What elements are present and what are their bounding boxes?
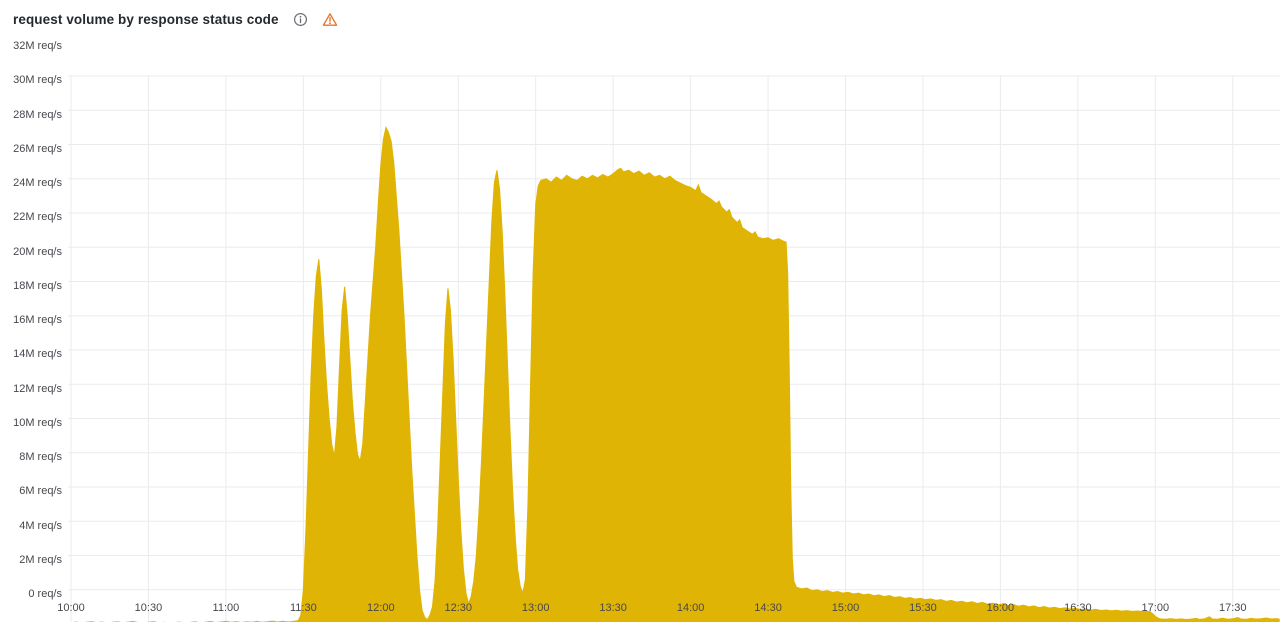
- y-axis-label: 18M req/s: [13, 279, 62, 292]
- panel-header: request volume by response status code: [13, 8, 337, 30]
- x-axis-label: 11:00: [212, 602, 240, 614]
- y-axis-label: 30M req/s: [13, 74, 62, 87]
- x-axis-label: 13:00: [521, 602, 550, 614]
- y-axis-label: 6M req/s: [19, 485, 62, 498]
- x-axis-label: 11:30: [289, 602, 317, 614]
- x-axis-label: 15:30: [909, 602, 937, 614]
- y-axis-label: 0 req/s: [28, 588, 62, 600]
- x-axis-label: 16:30: [1064, 602, 1092, 614]
- x-axis-label: 17:30: [1218, 602, 1247, 614]
- y-axis-label: 26M req/s: [13, 142, 62, 155]
- y-axis-label: 28M req/s: [13, 108, 62, 121]
- y-axis-label: 12M req/s: [13, 382, 62, 395]
- area-series: [72, 125, 1280, 622]
- y-axis-labels: 0 req/s 2M req/s 4M req/s 6M req/s 8M req/s 1…: [0, 0, 64, 622]
- y-axis-label: 16M req/s: [13, 314, 62, 326]
- x-axis-label: 16:00: [986, 602, 1015, 614]
- x-axis-label: 12:00: [367, 602, 395, 614]
- x-axis-label: 14:30: [754, 602, 782, 614]
- y-axis-label: 2M req/s: [19, 553, 62, 566]
- x-axis-label: 10:00: [57, 602, 85, 614]
- chart-area[interactable]: [0, 30, 1280, 622]
- x-axis-label: 10:30: [134, 602, 163, 614]
- x-axis-label: 15:00: [831, 602, 860, 614]
- x-axis-label: 13:30: [599, 602, 627, 614]
- y-axis-label: 8M req/s: [19, 451, 62, 463]
- y-axis-label: 20M req/s: [13, 245, 62, 258]
- x-axis-label: 14:00: [676, 602, 705, 614]
- y-axis-label: 22M req/s: [13, 211, 62, 224]
- x-axis-label: 17:00: [1141, 602, 1170, 614]
- warning-icon[interactable]: [322, 12, 337, 27]
- x-axis-label: 12:30: [444, 602, 473, 614]
- y-axis-label: 32M req/s: [13, 40, 62, 52]
- info-icon[interactable]: [293, 12, 308, 27]
- y-axis-label: 14M req/s: [13, 348, 62, 361]
- panel-title[interactable]: request volume by response status code: [13, 11, 279, 27]
- y-axis-label: 4M req/s: [19, 519, 62, 532]
- plot-svg[interactable]: [68, 69, 1280, 622]
- y-axis-label: 24M req/s: [13, 177, 62, 189]
- y-axis-label: 10M req/s: [13, 416, 62, 429]
